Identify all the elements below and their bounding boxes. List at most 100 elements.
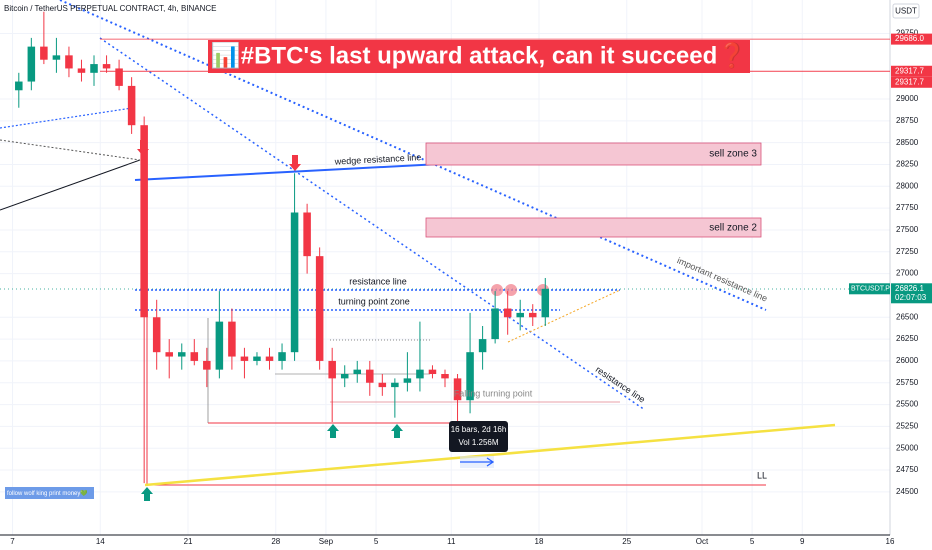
candle-body bbox=[403, 378, 412, 383]
candle-body bbox=[328, 360, 336, 379]
candle-body bbox=[278, 352, 286, 361]
x-tick-label: 21 bbox=[184, 537, 193, 546]
candle-body bbox=[340, 374, 349, 379]
axes: 29750 29000 28750 28500 28250 28000 27750 27500… bbox=[10, 29, 932, 546]
candle-body bbox=[391, 382, 399, 388]
trend-line bbox=[0, 159, 141, 211]
last-price-name-tag bbox=[849, 283, 890, 295]
y-tick-label: 27500 bbox=[896, 225, 919, 234]
tooltip-text: 16 bars, 2d 16h bbox=[451, 425, 507, 434]
note: follow wolf king print money💚 bbox=[7, 489, 88, 497]
candle-body bbox=[152, 317, 161, 353]
x-tick-label: 28 bbox=[271, 537, 280, 546]
candle-body bbox=[541, 288, 550, 318]
important-resistance bbox=[59, 0, 767, 311]
y-tick-label: 27000 bbox=[896, 269, 919, 278]
marker bbox=[491, 284, 503, 296]
annotation: resistance line bbox=[349, 276, 407, 286]
candle-body bbox=[315, 256, 324, 361]
candle-body bbox=[203, 360, 211, 370]
price-tag-label: 29317.7 bbox=[895, 66, 924, 75]
candle-body bbox=[127, 85, 136, 126]
title-banner bbox=[208, 40, 750, 73]
y-tick-label: 27750 bbox=[896, 203, 919, 212]
trend-line bbox=[507, 289, 621, 343]
annotation: LL bbox=[757, 470, 767, 480]
candle-body bbox=[491, 308, 499, 340]
x-tick-label: 7 bbox=[10, 537, 15, 546]
x-tick-label: 16 bbox=[886, 537, 895, 546]
x-tick-label: Oct bbox=[696, 537, 709, 546]
y-tick-label: 27250 bbox=[896, 247, 919, 256]
x-tick-label: 14 bbox=[96, 537, 105, 546]
annotation: sell zone 2 bbox=[709, 223, 757, 234]
candles bbox=[15, 11, 550, 484]
price-tag-label: 29317.7 bbox=[895, 77, 924, 86]
y-tick-label: 24500 bbox=[896, 487, 919, 496]
candle-body bbox=[265, 356, 274, 361]
last-price-countdown: 02:07:03 bbox=[895, 293, 927, 302]
drawings bbox=[0, 0, 890, 501]
x-tick-label: Sep bbox=[319, 537, 334, 546]
x-tick-label: 5 bbox=[750, 537, 755, 546]
candle-body bbox=[165, 352, 173, 357]
candle-body bbox=[215, 321, 224, 370]
note-box bbox=[5, 487, 94, 499]
y-tick-label: 26500 bbox=[896, 312, 919, 321]
annotation: sell zone 3 bbox=[709, 149, 757, 160]
y-tick-label: 28000 bbox=[896, 181, 919, 190]
y-tick-label: 28750 bbox=[896, 116, 919, 125]
x-tick-label: 5 bbox=[374, 537, 379, 546]
annotation: turning point zone bbox=[338, 296, 410, 306]
up-arrow bbox=[327, 424, 339, 438]
candle-body bbox=[516, 312, 524, 318]
candle-body bbox=[253, 356, 261, 361]
y-tick-label: 26000 bbox=[896, 356, 919, 365]
x-tick-label: 11 bbox=[447, 537, 456, 546]
chart-title: 📊#BTC's last upward attack, can it succe… bbox=[211, 41, 747, 69]
candle-body bbox=[140, 125, 148, 318]
annotation: wedge resistance line bbox=[333, 152, 421, 167]
candle-body bbox=[428, 369, 437, 375]
x-tick-label: 25 bbox=[622, 537, 631, 546]
candle-body bbox=[416, 369, 424, 379]
candle-body bbox=[466, 352, 474, 401]
candle-body bbox=[441, 374, 449, 379]
candle-body bbox=[178, 352, 186, 357]
price-tag bbox=[891, 76, 932, 88]
sell-zone bbox=[425, 142, 762, 166]
currency-box bbox=[892, 3, 920, 19]
candle-body bbox=[90, 64, 98, 73]
price-tag-label: 29686.0 bbox=[895, 34, 924, 43]
candle-body bbox=[65, 55, 73, 69]
x-tick-label: 18 bbox=[535, 537, 544, 546]
support-line bbox=[144, 423, 836, 487]
candle-body bbox=[115, 68, 123, 86]
y-tick-label: 25500 bbox=[896, 400, 919, 409]
candle-body bbox=[366, 369, 374, 383]
chart-subtitle: Bitcoin / TetherUS PERPETUAL CONTRACT, 4… bbox=[4, 4, 217, 13]
candle-body bbox=[353, 369, 362, 375]
y-tick-label: 28250 bbox=[896, 160, 919, 169]
candle-body bbox=[503, 308, 512, 318]
y-tick-label: 28500 bbox=[896, 138, 919, 147]
candle-body bbox=[228, 321, 236, 357]
up-arrow bbox=[391, 424, 403, 438]
down-arrow bbox=[289, 155, 301, 171]
sell-zone bbox=[425, 217, 762, 238]
candle-body bbox=[303, 212, 311, 257]
candle-body bbox=[52, 55, 61, 60]
y-tick-label: 25750 bbox=[896, 378, 919, 387]
price-tag bbox=[891, 65, 932, 77]
candle-body bbox=[528, 312, 537, 318]
up-arrow bbox=[141, 487, 153, 501]
y-tick-label: 29750 bbox=[896, 29, 919, 38]
candle-body bbox=[190, 352, 199, 361]
candle-body bbox=[27, 46, 36, 82]
price-tag bbox=[891, 33, 932, 45]
tooltip-text: Vol 1.256M bbox=[458, 438, 498, 447]
tooltip bbox=[449, 421, 508, 452]
candle-body bbox=[290, 212, 299, 353]
last-price-name: BTCUSDT.P bbox=[851, 286, 890, 293]
